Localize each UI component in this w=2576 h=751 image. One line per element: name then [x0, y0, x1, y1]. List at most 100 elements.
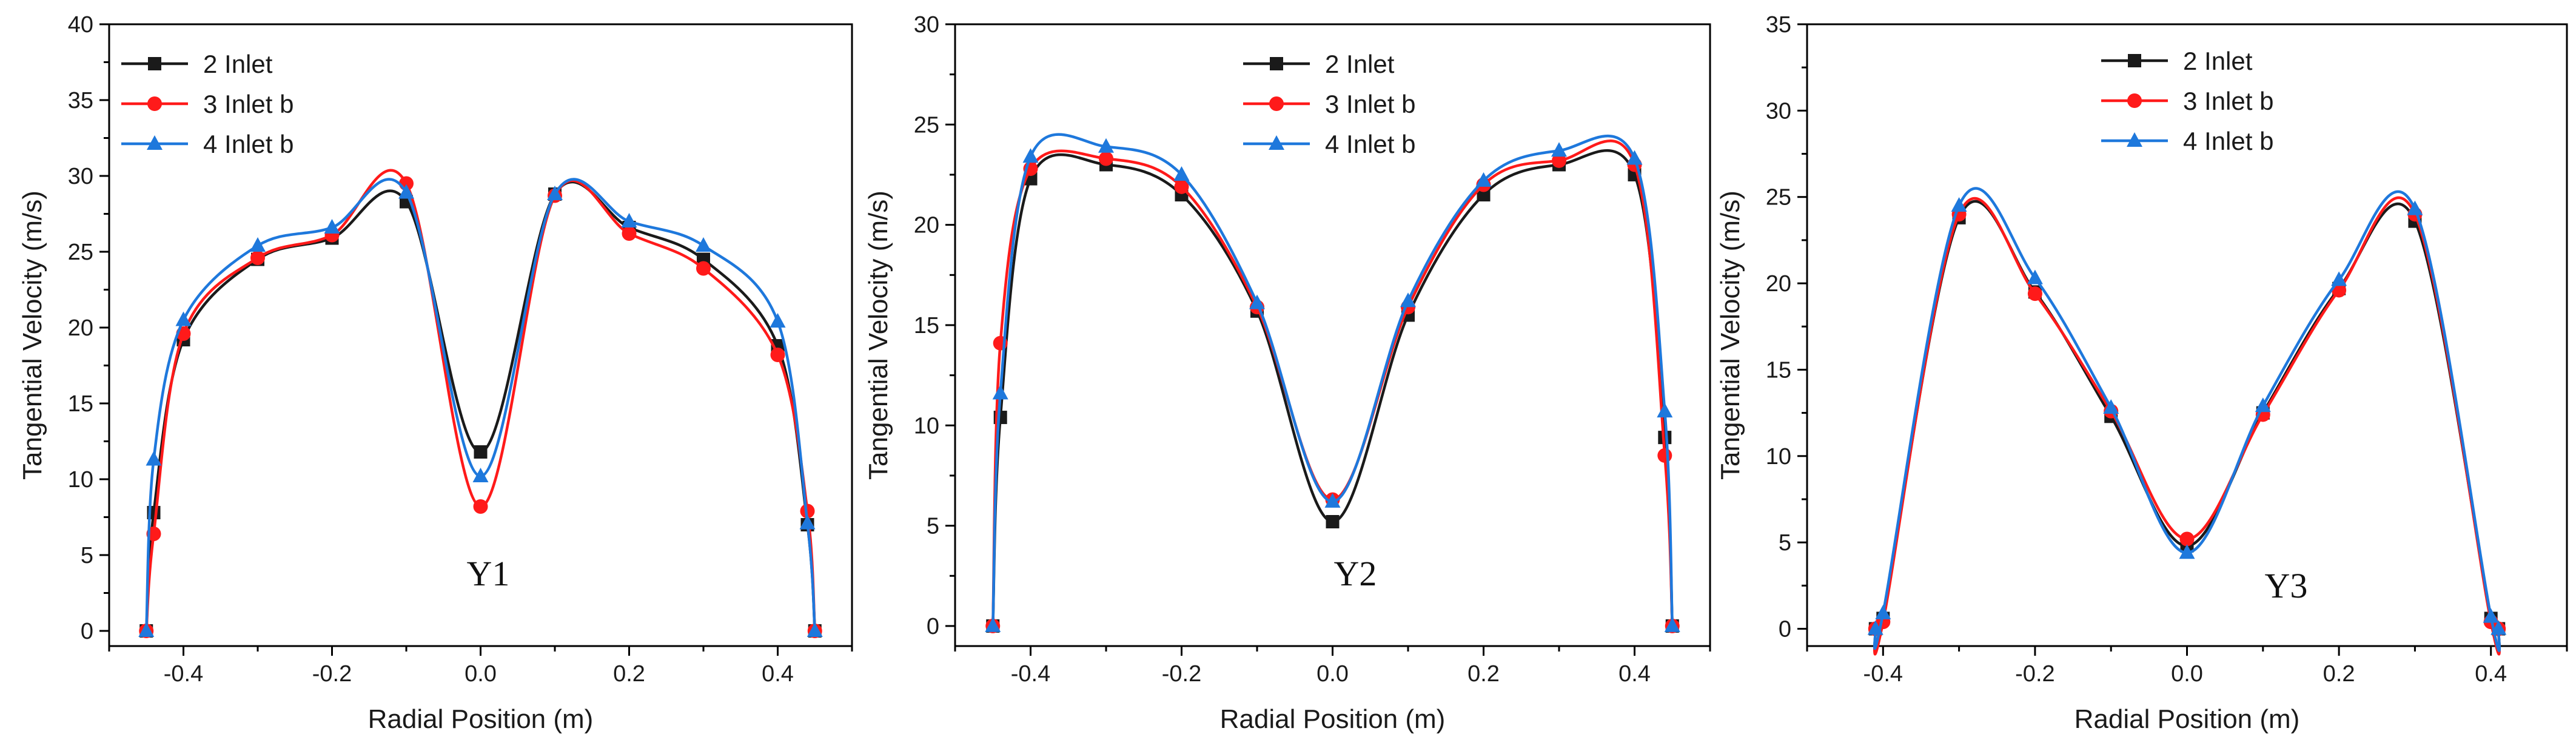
data-point	[1867, 620, 1883, 635]
x-tick-label: -0.2	[312, 661, 352, 687]
series-line	[1873, 200, 2501, 653]
data-point	[1664, 617, 1680, 632]
legend-marker	[147, 96, 162, 111]
data-point	[1324, 493, 1341, 508]
data-point	[1657, 448, 1672, 463]
data-point	[770, 348, 785, 362]
legend-marker	[2127, 132, 2142, 147]
y-tick-label: 15	[914, 313, 939, 338]
y-tick-label: 35	[68, 88, 93, 113]
x-tick-label: 0.0	[465, 661, 497, 687]
y-axis-title: Tangential Velocity (m/s)	[1716, 190, 1745, 480]
data-point	[1951, 197, 1967, 212]
series-4-inlet-b	[1867, 187, 2507, 652]
data-point	[146, 451, 162, 466]
data-point	[2331, 271, 2347, 286]
legend-label: 3 Inlet b	[2183, 87, 2273, 115]
y-tick-label: 25	[1766, 185, 1791, 210]
chart-svg: -0.4 -0.2 0.0 0.2 0.4 0 5 10 15 20 25 30 35 40 Radial …	[18, 12, 853, 734]
y-axis-title: Tangential Velocity (m/s)	[18, 190, 47, 480]
y-tick-label: 0	[1779, 617, 1791, 642]
data-point	[2255, 397, 2271, 413]
x-tick-label: -0.4	[1011, 661, 1050, 687]
y-tick-label: 25	[68, 240, 93, 265]
data-point	[696, 261, 711, 276]
x-tick-label: 0.4	[762, 661, 794, 687]
data-point	[2027, 269, 2043, 285]
data-point	[2483, 608, 2499, 623]
x-axis-title: Radial Position (m)	[368, 704, 594, 734]
chart-annotation: Y2	[1334, 554, 1377, 593]
x-tick-label: 0.2	[613, 661, 645, 687]
data-point	[696, 237, 711, 252]
data-point	[175, 311, 192, 326]
series-3-inlet-b	[1868, 196, 2506, 656]
x-tick-label: 0.0	[2171, 661, 2203, 687]
x-tick-label: -0.4	[164, 661, 203, 687]
legend-label: 2 Inlet	[203, 50, 273, 78]
y-tick-label: 30	[1766, 98, 1791, 124]
legend-marker	[2127, 93, 2142, 108]
x-tick-label: 0.4	[1618, 661, 1651, 687]
y-tick-label: 5	[81, 543, 93, 568]
legend-label: 4 Inlet b	[1325, 130, 1415, 158]
data-point	[985, 617, 1001, 632]
series-line	[991, 133, 1674, 626]
legend-marker	[1269, 135, 1284, 150]
x-tick-label: 0.4	[2475, 661, 2507, 687]
series-line	[1873, 196, 2501, 656]
legend-label: 2 Inlet	[2183, 47, 2253, 75]
data-point	[2407, 200, 2423, 215]
x-tick-label: -0.2	[2015, 661, 2054, 687]
y-tick-label: 20	[914, 213, 939, 238]
y-tick-label: 20	[1766, 271, 1791, 297]
data-point	[250, 251, 265, 265]
data-point	[992, 385, 1008, 400]
legend: 2 Inlet 3 Inlet b 4 Inlet b	[121, 50, 293, 158]
y-tick-label: 5	[927, 514, 939, 539]
x-axis-title: Radial Position (m)	[2075, 704, 2300, 734]
data-point	[2179, 531, 2195, 547]
y-tick-label: 30	[914, 12, 939, 38]
y-tick-label: 0	[81, 619, 93, 644]
data-point	[770, 313, 786, 328]
y-tick-label: 10	[68, 467, 93, 493]
x-tick-label: -0.4	[1863, 661, 1903, 687]
series-2-inlet	[1868, 200, 2506, 653]
series-line	[991, 149, 1674, 626]
legend-label: 4 Inlet b	[203, 130, 293, 158]
y-tick-label: 15	[1766, 357, 1791, 383]
data-point	[1875, 604, 1891, 619]
data-point	[2103, 399, 2119, 414]
y-tick-label: 5	[1779, 530, 1791, 556]
legend-marker	[148, 57, 161, 70]
data-point	[1400, 292, 1416, 308]
y-axis-title: Tangential Velocity (m/s)	[864, 190, 893, 480]
legend: 2 Inlet 3 Inlet b 4 Inlet b	[1243, 50, 1415, 158]
data-point	[473, 499, 488, 514]
data-point	[622, 226, 637, 241]
chart-annotation: Y1	[467, 554, 510, 593]
series-line	[1873, 187, 2501, 652]
data-point	[1551, 142, 1567, 157]
data-point	[1626, 150, 1643, 165]
data-point	[2490, 620, 2507, 635]
data-point	[474, 445, 488, 459]
y-tick-label: 0	[927, 614, 939, 639]
data-point	[250, 237, 266, 252]
chart-panel-y3: -0.4 -0.2 0.0 0.2 0.4 0 5 10 15 20 25 30 35 Radial Po…	[1716, 0, 2576, 748]
x-tick-label: -0.2	[1162, 661, 1201, 687]
x-tick-label: 0.2	[1467, 661, 1500, 687]
data-point	[2027, 286, 2042, 301]
series-4-inlet-b	[985, 133, 1680, 632]
y-tick-label: 30	[68, 164, 93, 189]
data-point	[1098, 138, 1114, 153]
legend-label: 4 Inlet b	[2183, 127, 2273, 155]
legend-label: 3 Inlet b	[1325, 90, 1415, 118]
data-point	[1022, 148, 1039, 163]
data-point	[472, 468, 489, 482]
data-point	[138, 622, 155, 637]
data-point	[1552, 153, 1566, 168]
data-point	[1475, 172, 1492, 187]
series-line	[991, 140, 1674, 627]
